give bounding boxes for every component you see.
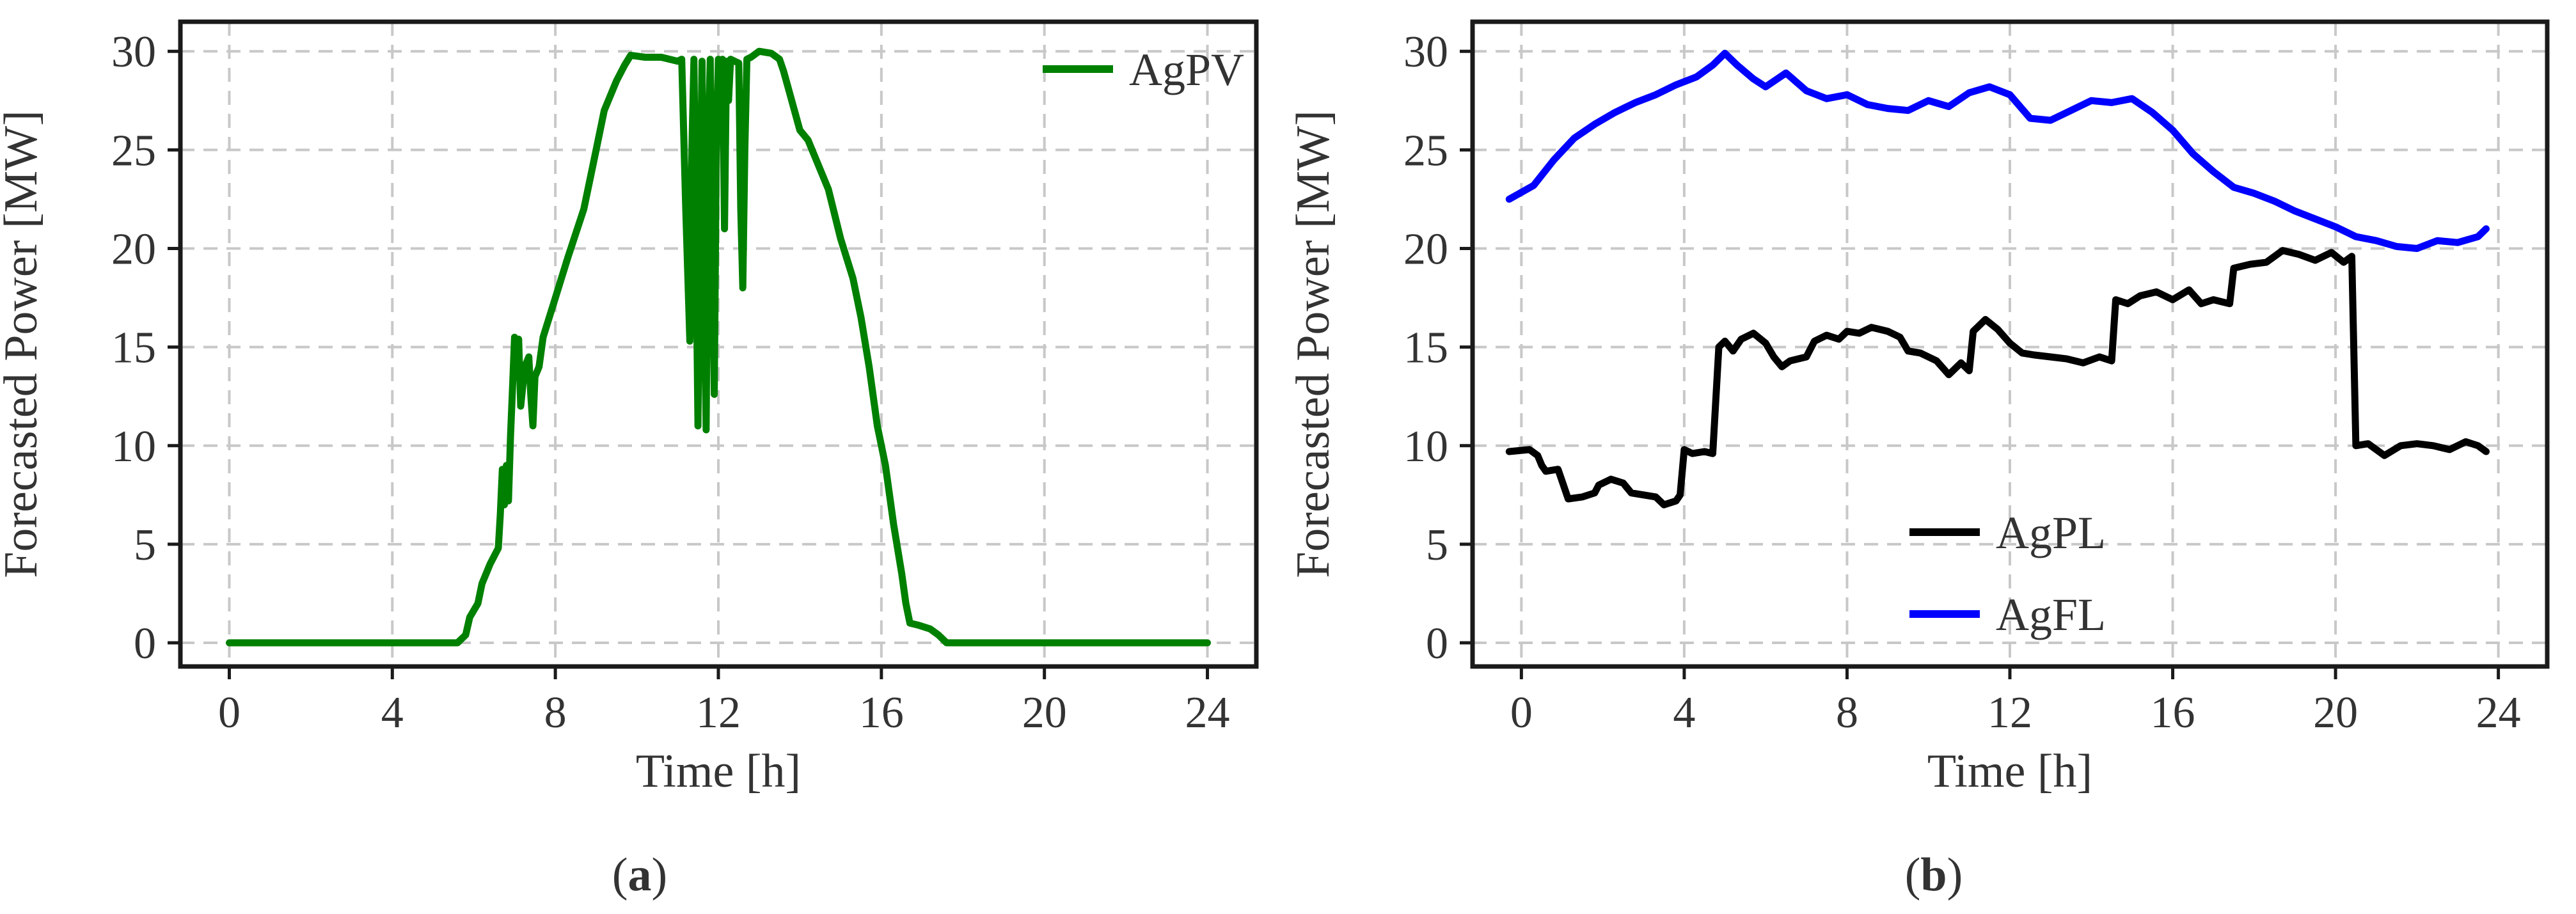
y-tick-label: 0 xyxy=(1426,619,1448,668)
legend: AgPV xyxy=(1043,44,1244,95)
y-tick-label: 5 xyxy=(134,521,156,570)
legend-label-agpv: AgPV xyxy=(1129,44,1244,95)
x-tick-label: 24 xyxy=(1185,688,1230,737)
y-tick-label: 30 xyxy=(1403,28,1448,77)
y-tick-label: 25 xyxy=(111,126,156,175)
x-tick-label: 12 xyxy=(1987,688,2032,737)
panel-a: 0 4 8 12 16 20 24 0 5 10 15 20 25 30 Time [h] Forecaste… xyxy=(0,19,1259,798)
caption-a: (a) xyxy=(612,849,667,901)
series-line-agpl xyxy=(1505,247,2490,508)
panel-b: 0 4 8 12 16 20 24 0 5 10 15 20 25 30 Time [h] Forecaste… xyxy=(1287,19,2550,798)
y-axis-title: Forecasted Power [MW] xyxy=(0,110,47,578)
x-tick-label: 0 xyxy=(1510,688,1533,737)
y-tick-label: 25 xyxy=(1403,126,1448,175)
x-tick-label: 16 xyxy=(2151,688,2195,737)
y-tick-label: 15 xyxy=(111,324,156,373)
x-tick-label: 24 xyxy=(2476,688,2521,737)
legend-label-agpl: AgPL xyxy=(1996,507,2106,558)
x-tick-label: 4 xyxy=(1673,688,1695,737)
y-tick-label: 0 xyxy=(134,619,156,668)
y-tick-label: 20 xyxy=(111,225,156,274)
caption-b: (b) xyxy=(1905,849,1963,901)
y-axis-title: Forecasted Power [MW] xyxy=(1287,110,1339,578)
x-tick-label: 20 xyxy=(1022,688,1067,737)
y-tick-label: 10 xyxy=(1403,422,1448,471)
series-line-agpv xyxy=(226,47,1211,647)
y-tick-label: 10 xyxy=(111,422,156,471)
y-tick-label: 15 xyxy=(1403,324,1448,373)
series-line-agfl xyxy=(1505,49,2490,252)
legend: AgPL AgFL xyxy=(1909,507,2106,640)
x-tick-label: 20 xyxy=(2313,688,2358,737)
y-tick-label: 5 xyxy=(1426,521,1448,570)
x-axis-title: Time [h] xyxy=(1927,745,2092,798)
x-tick-label: 0 xyxy=(218,688,241,737)
x-tick-label: 16 xyxy=(859,688,904,737)
y-tick-label: 30 xyxy=(111,28,156,77)
x-axis-title: Time [h] xyxy=(636,745,801,798)
x-tick-label: 8 xyxy=(1836,688,1858,737)
x-tick-label: 8 xyxy=(544,688,567,737)
y-tick-label: 20 xyxy=(1403,225,1448,274)
legend-label-agfl: AgFL xyxy=(1996,589,2106,640)
x-tick-label: 4 xyxy=(381,688,404,737)
x-tick-label: 12 xyxy=(696,688,741,737)
